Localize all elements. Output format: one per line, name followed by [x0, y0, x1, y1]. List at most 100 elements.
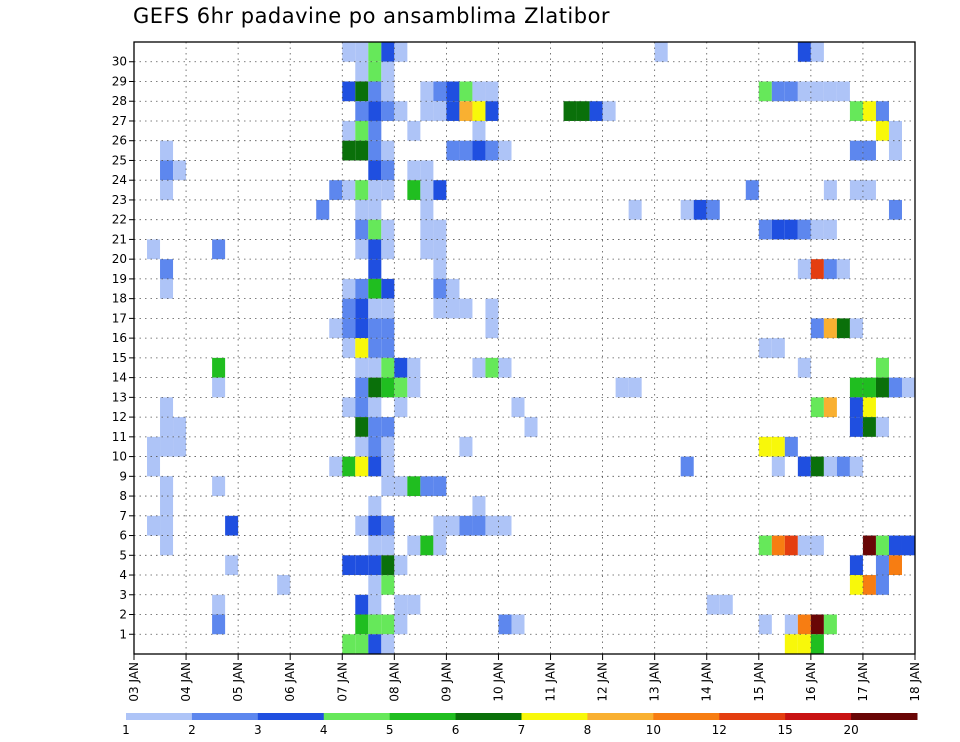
heatmap-cell	[875, 377, 889, 398]
heatmap-cell	[849, 377, 863, 398]
heatmap-cell	[355, 140, 369, 161]
heatmap-cell	[342, 140, 356, 161]
heatmap-cell	[368, 259, 382, 279]
heatmap-cell	[355, 278, 369, 299]
chart-title: GEFS 6hr padavine po ansamblima Zlatibor	[133, 4, 611, 28]
heatmap-cell	[446, 515, 460, 536]
heatmap-cell	[212, 357, 226, 378]
heatmap-cell	[381, 436, 395, 457]
heatmap-cell	[368, 357, 382, 378]
heatmap-cell	[849, 555, 863, 576]
colorbar-label: 2	[188, 723, 196, 737]
heatmap-cell	[810, 42, 824, 62]
y-tick-label: 6	[119, 529, 127, 543]
heatmap-cell	[329, 180, 343, 200]
heatmap-cell	[862, 101, 876, 121]
heatmap-cell	[511, 397, 525, 418]
heatmap-cell	[472, 81, 486, 102]
heatmap-cell	[381, 101, 395, 121]
heatmap-cell	[602, 101, 616, 121]
heatmap-cell	[875, 575, 889, 595]
y-tick-label: 3	[119, 588, 127, 602]
heatmap-cell	[381, 160, 395, 181]
heatmap-cell	[420, 81, 434, 102]
heatmap-cell	[810, 397, 824, 418]
heatmap-cell	[459, 515, 473, 536]
heatmap-cell	[355, 515, 369, 536]
heatmap-cell	[472, 140, 486, 161]
heatmap-cell	[355, 61, 369, 82]
y-tick-label: 8	[119, 489, 127, 503]
y-tick-label: 29	[112, 74, 127, 88]
heatmap-cell	[368, 436, 382, 457]
heatmap-cell	[160, 278, 174, 299]
y-tick-label: 2	[119, 608, 127, 622]
heatmap-cell	[368, 496, 382, 516]
colorbar-label: 3	[254, 723, 262, 737]
heatmap-cell	[498, 357, 512, 378]
y-tick-label: 17	[112, 311, 127, 325]
heatmap-cell	[147, 515, 161, 536]
heatmap-cell	[511, 614, 525, 635]
heatmap-cell	[368, 515, 382, 536]
heatmap-cell	[160, 397, 174, 418]
heatmap-cell	[407, 357, 421, 378]
heatmap-cell	[875, 417, 889, 437]
heatmap-cell	[381, 318, 395, 339]
heatmap-cell	[381, 219, 395, 240]
heatmap-cell	[368, 417, 382, 437]
heatmap-cell	[381, 555, 395, 576]
colorbar-swatch	[455, 713, 522, 720]
heatmap-cell	[433, 81, 447, 102]
heatmap-cell	[810, 456, 824, 477]
heatmap-cell	[368, 199, 382, 220]
heatmap-cell	[888, 555, 902, 576]
heatmap-cell	[368, 42, 382, 62]
heatmap-cell	[472, 101, 486, 121]
heatmap-cell	[888, 199, 902, 220]
y-tick-label: 1	[119, 627, 127, 641]
heatmap-cell	[875, 535, 889, 556]
x-tick-label: 12 JAN	[596, 662, 610, 702]
x-tick-label: 15 JAN	[752, 662, 766, 702]
x-tick-label: 04 JAN	[179, 662, 193, 702]
heatmap-cell	[758, 338, 772, 358]
heatmap-cell	[420, 239, 434, 260]
heatmap-cell	[277, 575, 291, 595]
colorbar-swatch	[191, 713, 259, 720]
heatmap-cell	[823, 456, 837, 477]
heatmap-cell	[147, 239, 161, 260]
heatmap-cell	[446, 140, 460, 161]
x-tick-label: 05 JAN	[231, 662, 245, 702]
heatmap-cell	[797, 614, 811, 635]
heatmap-cell	[862, 140, 876, 161]
heatmap-cell	[472, 357, 486, 378]
heatmap-cell	[784, 535, 798, 556]
heatmap-cell	[381, 575, 395, 595]
heatmap-cell	[420, 476, 434, 497]
heatmap-cell	[160, 496, 174, 516]
heatmap-cell	[368, 614, 382, 635]
heatmap-cell	[342, 397, 356, 418]
colorbar-label: 8	[584, 723, 592, 737]
x-tick-label: 16 JAN	[804, 662, 818, 702]
heatmap-cell	[368, 140, 382, 161]
heatmap-cell	[355, 614, 369, 635]
heatmap-cell	[771, 456, 785, 477]
y-tick-label: 9	[119, 469, 127, 483]
colorbar-label: 12	[712, 723, 727, 737]
heatmap-cell	[446, 298, 460, 319]
heatmap-cell	[823, 219, 837, 240]
heatmap-cell	[420, 199, 434, 220]
heatmap-cell	[394, 357, 408, 378]
heatmap-cell	[368, 555, 382, 576]
heatmap-cell	[810, 614, 824, 635]
heatmap-cell	[589, 101, 603, 121]
heatmap-cell	[355, 397, 369, 418]
heatmap-cell	[758, 436, 772, 457]
colorbar-swatch	[126, 713, 193, 720]
heatmap-cell	[784, 614, 798, 635]
heatmap-cell	[459, 101, 473, 121]
heatmap-cell	[849, 397, 863, 418]
heatmap-cell	[355, 338, 369, 358]
